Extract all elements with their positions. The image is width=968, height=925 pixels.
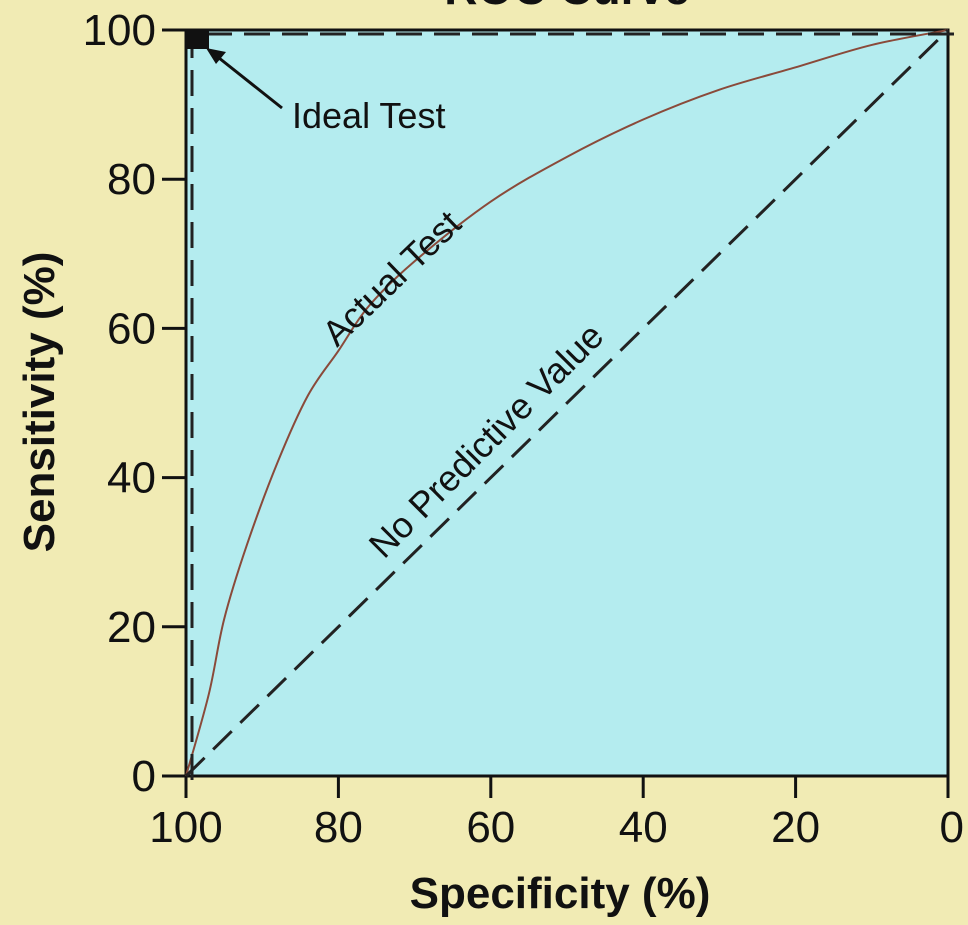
x-tick-label: 20 [771,803,820,852]
x-tick-label: 0 [940,803,964,852]
tick-marks [162,28,950,798]
y-tick-label: 60 [107,304,156,353]
chart-title: ROC Curve [444,0,689,14]
tick-labels: 100 80 60 40 20 0 0 20 40 60 80 100 [83,6,964,852]
series-actual-test [185,29,949,777]
y-tick-label: 80 [107,155,156,204]
x-axis-title: Specificity (%) [410,869,711,918]
x-tick-label: 60 [466,803,515,852]
y-tick-label: 0 [132,752,156,801]
ideal-test-arrow [213,52,283,110]
y-axis-title: Sensitivity (%) [15,252,64,553]
y-tick-label: 20 [107,603,156,652]
annotation-ideal-test: Ideal Test [292,95,445,136]
ideal-test-marker [187,31,209,49]
y-tick-label: 100 [83,6,156,55]
x-tick-label: 80 [314,803,363,852]
y-tick-label: 40 [107,454,156,503]
series-no-predictive-value [184,28,950,778]
ideal-test-arrowhead [206,48,226,64]
x-tick-label: 100 [149,803,222,852]
x-tick-label: 40 [619,803,668,852]
